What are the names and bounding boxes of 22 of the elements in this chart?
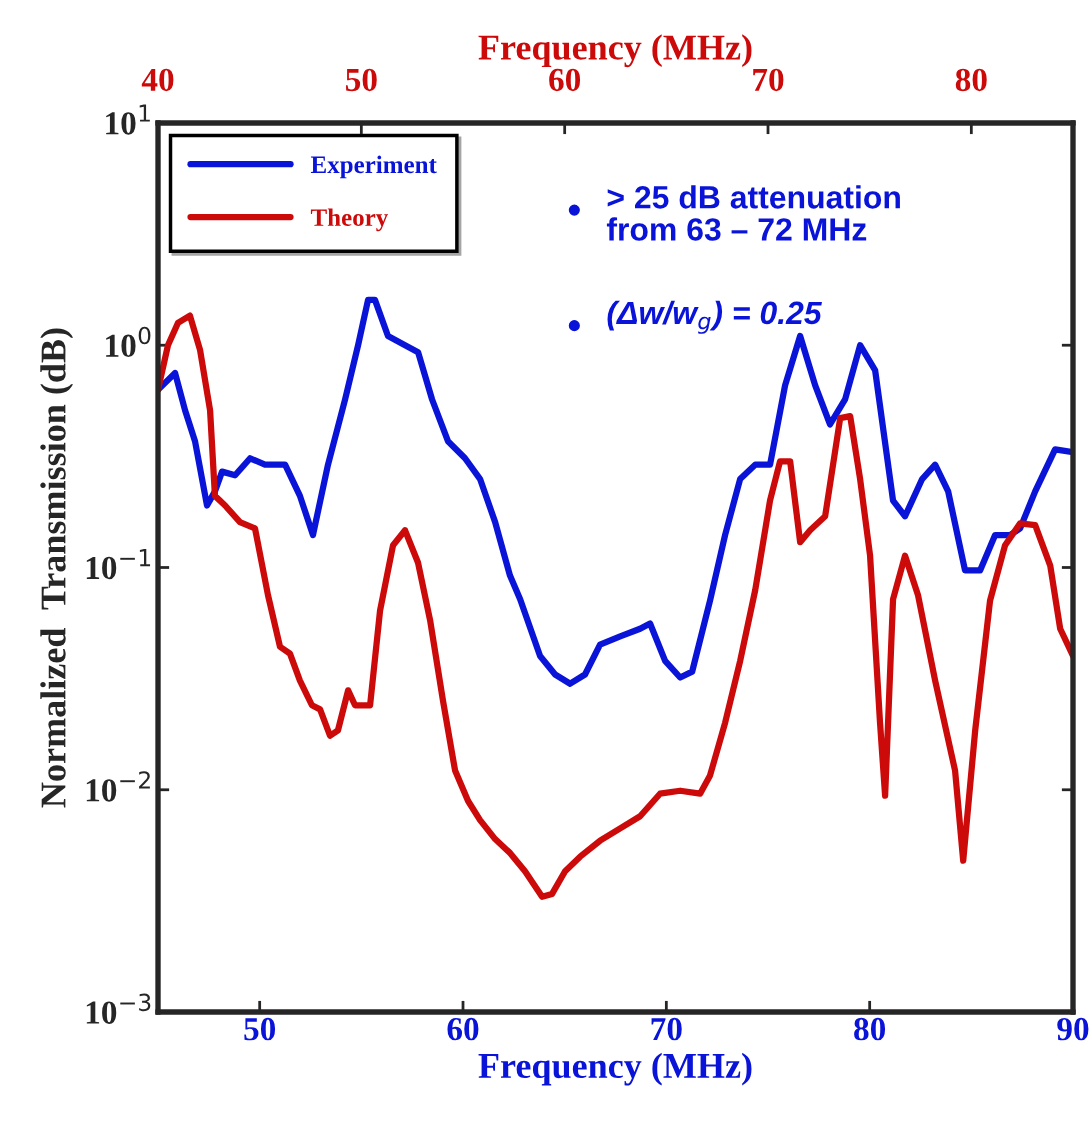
y-tick-label: 10$^{0}$	[106, 326, 151, 358]
x2-tick-label: 80	[955, 68, 987, 92]
x-tick-label: 50	[244, 1017, 276, 1041]
y-tick-label: 10$^{−1}$	[86, 549, 151, 580]
x-axis-title: Frequency (MHz)	[478, 1052, 752, 1086]
y-tick-label: 10$^{1}$	[106, 104, 150, 135]
y-axis-title: Normalized Transmission (dB)	[40, 328, 74, 808]
x-tick-label: 70	[651, 1017, 682, 1041]
y-tick-label: 10$^{−3}$	[86, 993, 151, 1024]
legend-label: Experiment	[310, 155, 437, 179]
legend-label: Theory	[310, 208, 389, 232]
x2-tick-label: 40	[141, 68, 174, 92]
x-tick-label: 80	[854, 1017, 886, 1041]
x-tick-label: 60	[447, 1017, 479, 1041]
x2-tick-label: 50	[346, 68, 377, 92]
x-tick-label: 90	[1057, 1017, 1089, 1041]
x2-axis-title: Frequency (MHz)	[478, 34, 752, 68]
y-tick-label: 10$^{−2}$	[86, 771, 150, 802]
x2-tick-label: 60	[549, 68, 581, 92]
annotation: > 25 dB attenuation from 63 – 72 MHz	[606, 185, 900, 241]
annotation: (Δw/w$_{g}$) = 0.25	[607, 300, 822, 334]
x2-tick-label: 70	[753, 68, 784, 92]
